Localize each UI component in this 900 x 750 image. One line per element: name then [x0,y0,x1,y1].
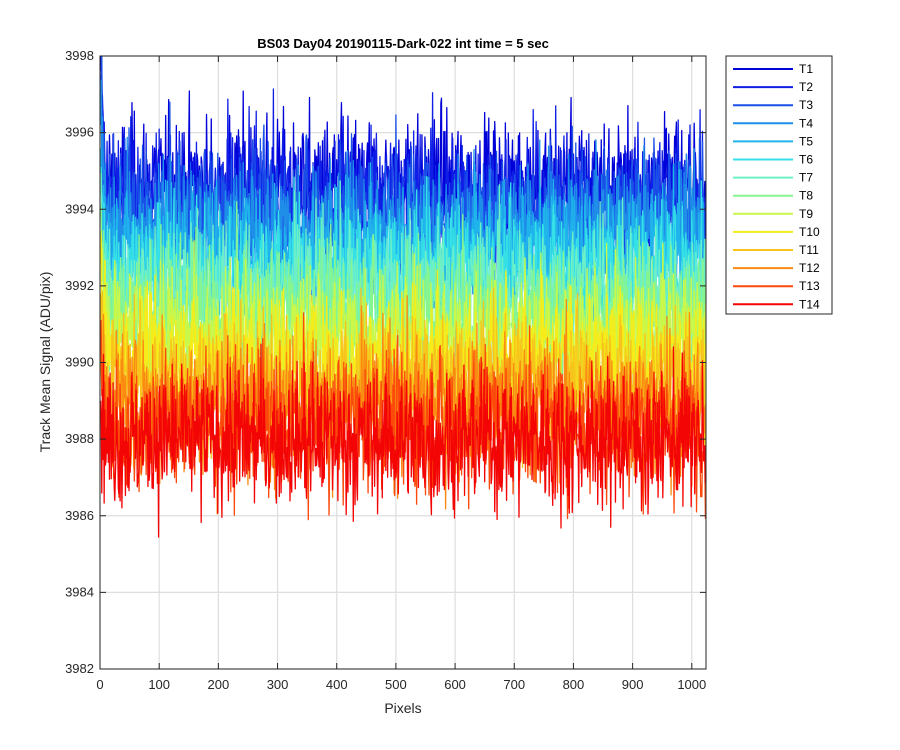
legend-item-t10: T10 [733,225,820,239]
x-tick-label: 200 [208,677,230,692]
y-tick-label: 3990 [65,355,94,370]
chart-title: BS03 Day04 20190115-Dark-022 int time = … [257,36,549,51]
series-lines [100,56,706,538]
legend-label: T2 [799,80,813,94]
y-tick-label: 3994 [65,201,94,216]
y-axis-label: Track Mean Signal (ADU/pix) [37,272,53,453]
legend-label: T7 [799,171,813,185]
legend-label: T3 [799,98,813,112]
legend-item-t6: T6 [733,153,813,167]
axis-ticks: 0 100 200 300 400 500 600 700 800 900 1000 3982 3984… [65,48,706,692]
legend-item-t9: T9 [733,207,813,221]
x-tick-label: 700 [503,677,525,692]
x-tick-label: 800 [563,677,585,692]
legend: T1 T2 T3 T4 T5 T6 T7 T8 T9 T10 T11 T12 T13 T14 [725,55,833,315]
x-tick-label: 900 [622,677,644,692]
x-tick-label: 0 [96,677,103,692]
legend-item-t12: T12 [733,261,820,275]
legend-label: T11 [799,243,819,257]
legend-label: T8 [799,189,813,203]
x-axis-label: Pixels [384,700,421,716]
y-tick-label: 3984 [65,584,94,599]
x-tick-label: 500 [385,677,407,692]
legend-label: T4 [799,116,813,130]
legend-item-t14: T14 [733,297,820,311]
x-tick-label: 300 [267,677,289,692]
legend-item-t8: T8 [733,189,813,203]
y-tick-label: 3996 [65,125,94,140]
y-tick-label: 3986 [65,508,94,523]
legend-label: T12 [799,261,820,275]
legend-box [725,55,833,315]
legend-label: T10 [799,225,820,239]
legend-item-t4: T4 [733,116,813,130]
legend-label: T9 [799,207,813,221]
x-tick-label: 600 [444,677,466,692]
legend-item-t11: T11 [733,243,819,257]
series-line-t6 [100,166,706,367]
legend-item-t3: T3 [733,98,813,112]
legend-item-t1: T1 [733,62,813,76]
legend-item-t13: T13 [733,279,820,293]
y-tick-label: 3998 [65,48,94,63]
x-tick-label: 100 [148,677,170,692]
y-tick-label: 3988 [65,431,94,446]
y-tick-label: 3992 [65,278,94,293]
legend-label: T1 [799,62,813,76]
legend-label: T13 [799,279,820,293]
y-tick-label: 3982 [65,661,94,676]
legend-item-t5: T5 [733,134,813,148]
legend-label: T14 [799,297,820,311]
legend-item-t2: T2 [733,80,813,94]
x-tick-label: 1000 [677,677,706,692]
legend-item-t7: T7 [733,171,813,185]
legend-label: T6 [799,153,813,167]
series-line-t14 [100,343,706,538]
legend-label: T5 [799,134,813,148]
x-tick-label: 400 [326,677,348,692]
